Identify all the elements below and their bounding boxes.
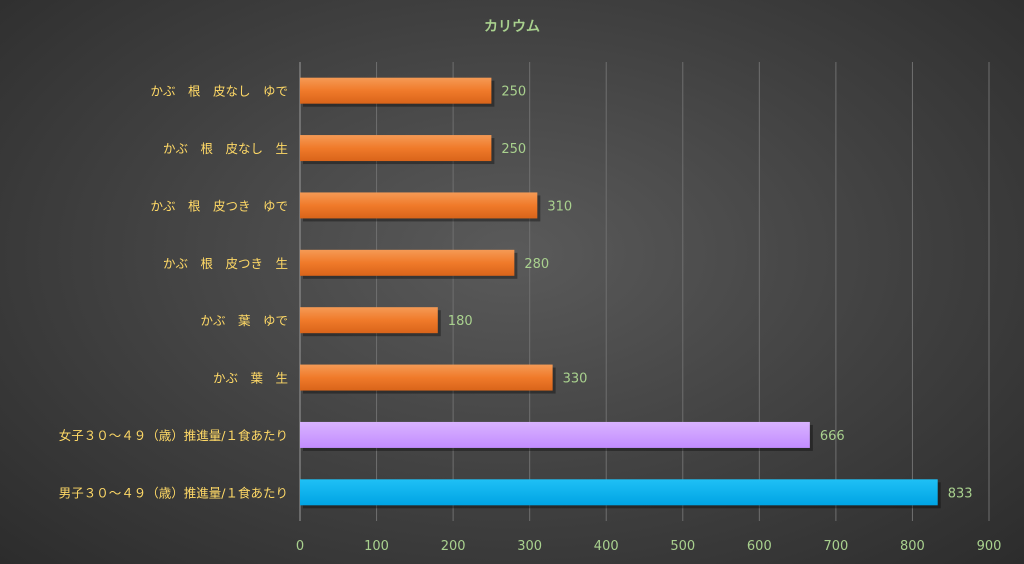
bar (300, 364, 553, 391)
bar (300, 249, 515, 276)
bar (300, 421, 810, 448)
bar (300, 192, 538, 219)
value-label: 330 (563, 372, 588, 387)
x-tick-label: 100 (364, 539, 389, 554)
value-label: 310 (547, 199, 572, 214)
category-label: 女子３０～４９（歳）推進量/１食あたり (59, 428, 288, 443)
value-label: 280 (524, 257, 549, 272)
value-label: 180 (448, 314, 473, 329)
bars (300, 77, 941, 509)
value-label: 250 (501, 85, 526, 100)
value-label: 833 (948, 486, 973, 501)
category-label: かぶ 根 皮なし ゆで (150, 84, 288, 99)
category-label: かぶ 葉 ゆで (200, 313, 288, 328)
category-label: 男子３０～４９（歳）推進量/１食あたり (59, 485, 288, 500)
category-label: かぶ 根 皮つき ゆで (150, 198, 288, 213)
x-tick-label: 600 (747, 539, 772, 554)
bar (300, 307, 438, 334)
bar (300, 77, 492, 104)
x-tick-label: 900 (977, 539, 1002, 554)
value-label: 250 (501, 142, 526, 157)
x-tick-label: 0 (296, 539, 304, 554)
x-tick-label: 400 (594, 539, 619, 554)
category-label: かぶ 根 皮なし 生 (163, 141, 288, 156)
x-tick-label: 500 (670, 539, 695, 554)
bar (300, 479, 938, 506)
bar (300, 135, 492, 162)
category-label: かぶ 根 皮つき 生 (163, 256, 288, 271)
x-tick-label: 800 (900, 539, 925, 554)
x-tick-label: 300 (517, 539, 542, 554)
x-tick-label: 700 (823, 539, 848, 554)
value-labels: 250 250 310 280 180 330 666 833 (448, 85, 973, 502)
value-label: 666 (820, 429, 845, 444)
category-label: かぶ 葉 生 (213, 371, 288, 386)
chart-title: カリウム (484, 19, 540, 35)
x-tick-label: 200 (441, 539, 466, 554)
gridlines (376, 62, 990, 521)
